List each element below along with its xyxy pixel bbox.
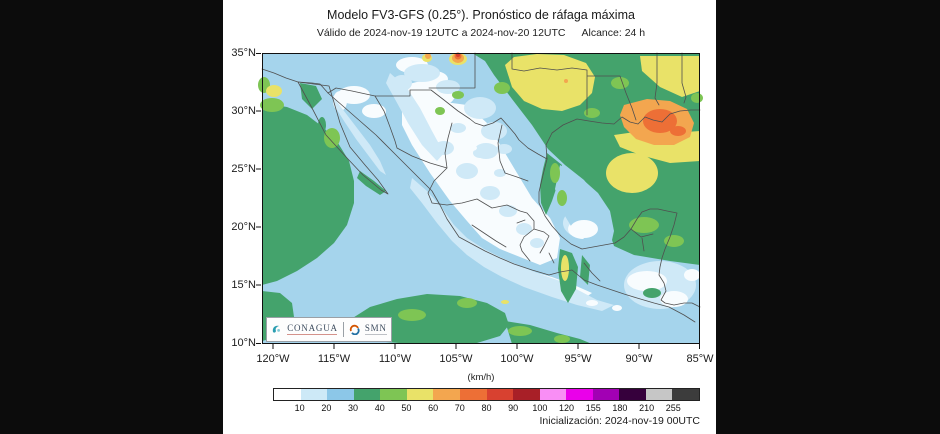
logo-divider	[342, 322, 344, 337]
colorbar-segment	[592, 389, 620, 400]
colorbar-segment	[380, 389, 407, 400]
colorbar-tick-label: 90	[508, 403, 519, 413]
colorbar-tick-label: 120	[559, 403, 575, 413]
y-tick-label: 25°N	[231, 163, 256, 175]
initialization-text: Inicialización: 2024-nov-19 00UTC	[539, 415, 701, 427]
x-tick-label: 105°W	[439, 353, 473, 365]
colorbar-segment	[513, 389, 540, 400]
colorbar-tick-label: 70	[454, 403, 465, 413]
conagua-label: CONAGUA	[287, 323, 338, 333]
colorbar	[273, 388, 700, 401]
colorbar-tick-label: 20	[321, 403, 332, 413]
x-tick-label: 85°W	[686, 353, 714, 365]
wind-gust-map-canvas	[256, 52, 703, 349]
colorbar-segment	[353, 389, 381, 400]
colorbar-segment	[486, 389, 514, 400]
smn-label: SMN	[364, 323, 387, 333]
colorbar-segment	[566, 389, 593, 400]
y-tick-label: 15°N	[231, 279, 256, 291]
colorbar-segment	[619, 389, 646, 400]
y-tick-label: 20°N	[231, 221, 256, 233]
colorbar-segment	[539, 389, 567, 400]
colorbar-tick-label: 100	[532, 403, 548, 413]
colorbar-segment	[327, 389, 354, 400]
x-tick-label: 110°W	[378, 353, 412, 365]
colorbar-tick-label: 255	[665, 403, 681, 413]
colorbar-segment	[645, 389, 673, 400]
x-tick-label: 115°W	[317, 353, 351, 365]
x-tick-label: 120°W	[256, 353, 290, 365]
colorbar-tick-label: 40	[374, 403, 385, 413]
page-title: Modelo FV3-GFS (0.25°). Pronóstico de rá…	[327, 8, 635, 22]
colorbar-tick-label: 210	[639, 403, 655, 413]
colorbar-segment	[433, 389, 460, 400]
colorbar-segment	[300, 389, 328, 400]
conagua-logo-icon	[272, 325, 281, 333]
valid-range-text: Válido de 2024-nov-19 12UTC a 2024-nov-2…	[316, 27, 566, 39]
colorbar-tick-label: 180	[612, 403, 628, 413]
reach-text: Alcance: 24 h	[581, 27, 646, 39]
conagua-tagline-line	[287, 334, 338, 335]
forecast-map	[256, 52, 703, 349]
x-tick-label: 95°W	[564, 353, 592, 365]
colorbar-tick-label: 50	[401, 403, 412, 413]
colorbar-tick-label: 155	[585, 403, 601, 413]
colorbar-tick-label: 60	[428, 403, 439, 413]
smn-logo-icon	[349, 324, 360, 335]
agency-logo-box: CONAGUA SMN	[266, 317, 392, 342]
x-tick-label: 100°W	[500, 353, 534, 365]
colorbar-tick-label: 80	[481, 403, 492, 413]
colorbar-labels: 10 20 30 40 50 60 70 80 90 100 120 155 180 210 255	[273, 403, 700, 415]
valid-range-line: Válido de 2024-nov-19 12UTC a 2024-nov-2…	[262, 27, 700, 39]
colorbar-units-label: (km/h)	[467, 372, 495, 383]
colorbar-segment	[672, 389, 699, 400]
x-tick-label: 90°W	[625, 353, 653, 365]
colorbar-segment	[459, 389, 487, 400]
smn-tagline-line	[364, 334, 387, 335]
forecast-panel: Modelo FV3-GFS (0.25°). Pronóstico de rá…	[223, 0, 716, 434]
colorbar-segment	[406, 389, 434, 400]
colorbar-tick-label: 10	[294, 403, 305, 413]
colorbar-segment	[274, 389, 301, 400]
y-tick-label: 35°N	[231, 47, 256, 59]
y-tick-label: 10°N	[231, 337, 256, 349]
colorbar-tick-label: 30	[348, 403, 359, 413]
y-tick-label: 30°N	[231, 105, 256, 117]
